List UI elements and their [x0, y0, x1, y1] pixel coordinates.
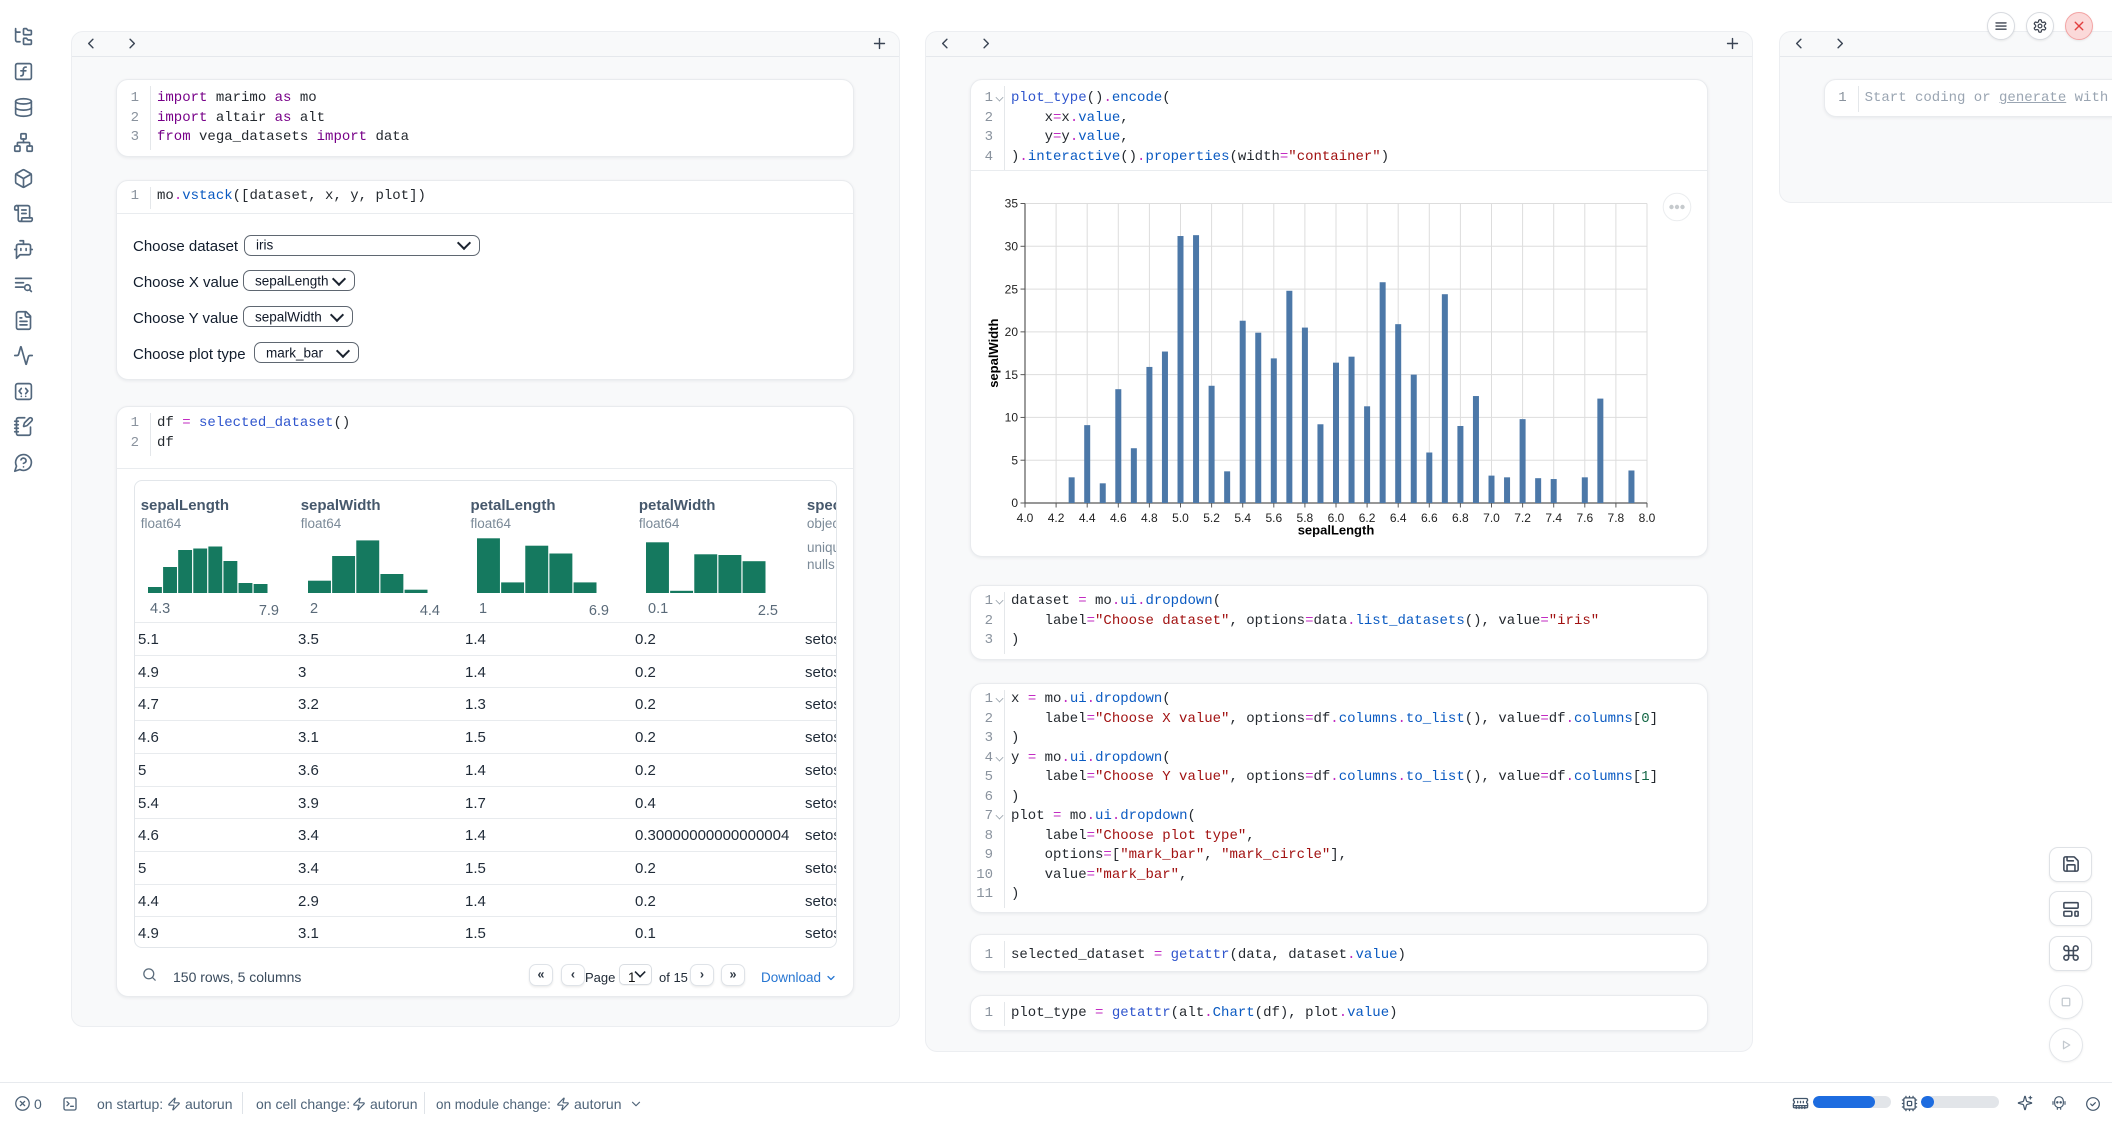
svg-text:20: 20 [1005, 325, 1019, 339]
svg-text:6.8: 6.8 [1452, 511, 1469, 525]
svg-text:0: 0 [1011, 496, 1018, 510]
svg-text:7.8: 7.8 [1608, 511, 1625, 525]
svg-text:4.0: 4.0 [1017, 511, 1034, 525]
svg-text:10: 10 [1005, 411, 1019, 425]
svg-text:4.4: 4.4 [1079, 511, 1096, 525]
svg-text:4.6: 4.6 [1110, 511, 1127, 525]
svg-text:35: 35 [1005, 197, 1019, 211]
svg-text:sepalLength: sepalLength [1298, 523, 1375, 538]
svg-text:5.8: 5.8 [1297, 511, 1314, 525]
svg-text:6.4: 6.4 [1390, 511, 1407, 525]
svg-text:30: 30 [1005, 239, 1019, 253]
svg-text:5.6: 5.6 [1265, 511, 1282, 525]
svg-text:6.2: 6.2 [1359, 511, 1376, 525]
svg-text:4.8: 4.8 [1141, 511, 1158, 525]
svg-text:7.0: 7.0 [1483, 511, 1500, 525]
svg-text:7.6: 7.6 [1576, 511, 1593, 525]
svg-text:8.0: 8.0 [1639, 511, 1656, 525]
svg-text:15: 15 [1005, 368, 1019, 382]
svg-text:25: 25 [1005, 282, 1019, 296]
svg-text:7.2: 7.2 [1514, 511, 1531, 525]
svg-text:5.4: 5.4 [1234, 511, 1251, 525]
svg-text:5.0: 5.0 [1172, 511, 1189, 525]
svg-text:5: 5 [1011, 453, 1018, 467]
svg-text:6.6: 6.6 [1421, 511, 1438, 525]
svg-text:5.2: 5.2 [1203, 511, 1220, 525]
svg-text:7.4: 7.4 [1545, 511, 1562, 525]
svg-text:6.0: 6.0 [1328, 511, 1345, 525]
svg-text:4.2: 4.2 [1048, 511, 1065, 525]
svg-text:sepalWidth: sepalWidth [986, 319, 1001, 388]
